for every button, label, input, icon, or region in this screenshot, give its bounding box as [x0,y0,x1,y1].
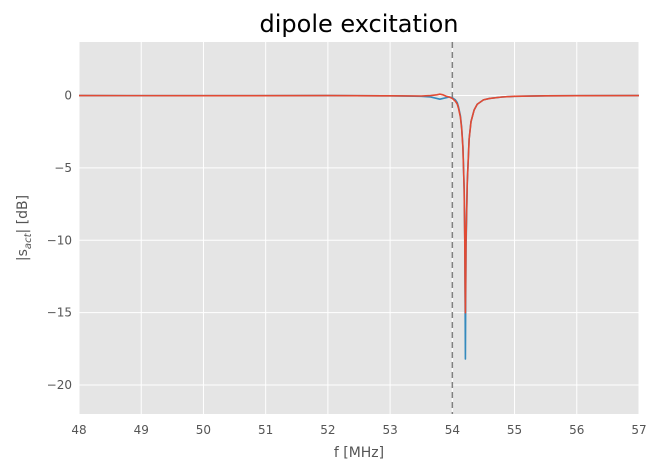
chart-title: dipole excitation [260,10,459,38]
x-tick-label: 56 [569,423,584,437]
x-tick-label: 52 [320,423,335,437]
x-tick-label: 49 [134,423,149,437]
x-tick-labels: 48 49 50 51 52 53 54 55 56 57 [71,423,646,437]
y-tick-label: 0 [64,89,72,103]
series-line-2 [78,93,640,314]
x-tick-label: 57 [631,423,646,437]
x-tick-label: 50 [196,423,211,437]
x-tick-label: 51 [258,423,273,437]
y-tick-label: −20 [47,378,72,392]
y-axis-label-tail: | [dB] [15,195,31,234]
x-tick-label: 48 [71,423,86,437]
y-axis-label-main: |s [15,249,31,261]
x-tick-label: 54 [445,423,460,437]
y-axis-label-sub: act [23,232,34,249]
y-tick-label: −15 [47,306,72,320]
series-group [78,93,640,360]
x-tick-label: 55 [507,423,522,437]
y-tick-label: −10 [47,233,72,247]
y-axis-label: |sact| [dB] [15,195,34,261]
x-axis-label: f [MHz] [334,445,384,461]
plot-area [79,42,639,414]
y-tick-labels: 0 −5 −10 −15 −20 [47,89,72,392]
y-tick-label: −5 [54,161,72,175]
x-tick-label: 53 [382,423,397,437]
